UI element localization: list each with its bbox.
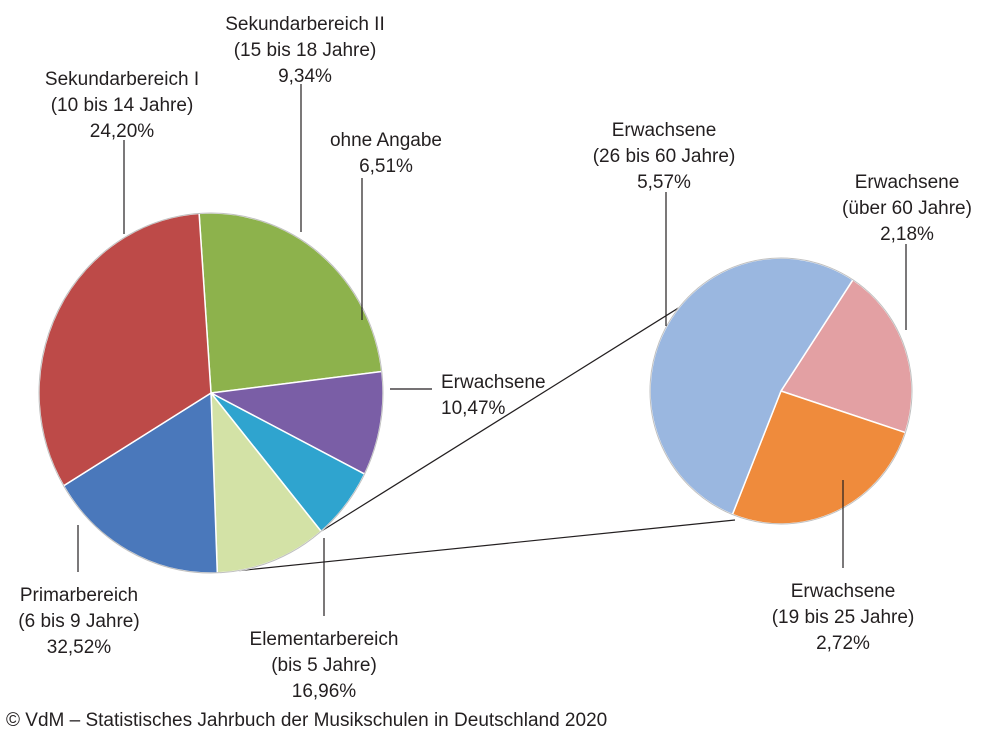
leader-lines: [77, 84, 907, 616]
sub-label-value-label: 2,18%: [880, 224, 934, 245]
source-note: © VdM – Statistisches Jahrbuch der Musik…: [6, 710, 608, 731]
sub-pie-outline: [649, 257, 913, 525]
sub-label-erwachsene-ber-60-jahre: Erwachsene (über 60 Jahre) 2,18%: [842, 172, 972, 245]
sub-label-sublabel: (über 60 Jahre): [842, 198, 972, 219]
main-label-erwachsene: Erwachsene 10,47%: [441, 372, 546, 419]
main-label-elementarbereich-bis-5-jahre: Elementarbereich (bis 5 Jahre) 16,96%: [250, 629, 399, 702]
main-label-sublabel: (6 bis 9 Jahre): [18, 611, 139, 632]
sub-label-value-label: 2,72%: [816, 633, 870, 654]
main-label-value-label: 24,20%: [90, 121, 155, 142]
main-label-sublabel: (10 bis 14 Jahre): [51, 95, 194, 116]
main-label-sublabel: (bis 5 Jahre): [271, 655, 377, 676]
main-label-value-label: 6,51%: [359, 156, 413, 177]
sub-slice-erwachsene-19-bis-25-jahre: [731, 390, 907, 525]
main-pie: [38, 212, 384, 574]
main-label-value-label: 9,34%: [278, 66, 332, 87]
main-label-label: Sekundarbereich II: [225, 14, 385, 35]
main-slice-sekundarbereich-ii-15-bis-18-jahre: [208, 370, 384, 476]
main-label-label: ohne Angabe: [330, 130, 442, 151]
main-label-value-label: 32,52%: [47, 637, 112, 658]
main-label-sublabel: (15 bis 18 Jahre): [234, 40, 377, 61]
main-label-sekundarbereich-i-10-bis-14-jahre: Sekundarbereich I (10 bis 14 Jahre) 24,20%: [45, 69, 199, 142]
main-label-sekundarbereich-ii-15-bis-18-jahre: Sekundarbereich II (15 bis 18 Jahre) 9,34%: [225, 14, 385, 87]
sub-label-erwachsene-26-bis-60-jahre: Erwachsene (26 bis 60 Jahre) 5,57%: [593, 120, 736, 193]
main-slice-primarbereich-6-bis-9-jahre: [38, 212, 212, 487]
connector-line-bottom: [217, 519, 736, 574]
sub-label-erwachsene-19-bis-25-jahre: Erwachsene (19 bis 25 Jahre) 2,72%: [772, 581, 915, 654]
sub-label-sublabel: (19 bis 25 Jahre): [772, 607, 915, 628]
sub-label-label: Erwachsene: [855, 172, 960, 193]
main-label-ohne-angabe: ohne Angabe 6,51%: [330, 130, 442, 177]
main-slice-sekundarbereich-i-10-bis-14-jahre: [198, 212, 383, 394]
main-label-label: Sekundarbereich I: [45, 69, 199, 90]
main-label-label: Primarbereich: [20, 585, 138, 606]
main-label-label: Elementarbereich: [250, 629, 399, 650]
main-pie-outline: [38, 212, 384, 574]
sub-label-value-label: 5,57%: [637, 172, 691, 193]
main-slice-erwachsene: [210, 390, 323, 574]
sub-label-label: Erwachsene: [791, 581, 896, 602]
slice-labels: Sekundarbereich I (10 bis 14 Jahre) 24,20%…: [18, 14, 972, 702]
sub-pie: [649, 257, 913, 525]
sub-slice-erwachsene-26-bis-60-jahre: [649, 257, 854, 516]
main-label-label: Erwachsene: [441, 372, 546, 393]
main-slice-elementarbereich-bis-5-jahre: [62, 391, 219, 574]
main-label-primarbereich-6-bis-9-jahre: Primarbereich (6 bis 9 Jahre) 32,52%: [18, 585, 139, 658]
main-label-value-label: 10,47%: [441, 398, 506, 419]
main-label-value-label: 16,96%: [292, 681, 357, 702]
sub-slice-erwachsene-ber-60-jahre: [779, 278, 913, 434]
sub-label-sublabel: (26 bis 60 Jahre): [593, 146, 736, 167]
sub-label-label: Erwachsene: [612, 120, 717, 141]
